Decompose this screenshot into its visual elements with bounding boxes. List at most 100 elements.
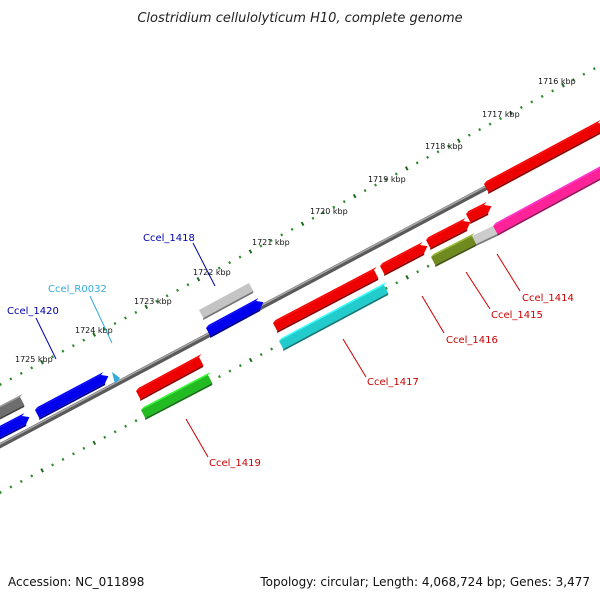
gene-label-ccel-1415[interactable]: Ccel_1415 [491, 310, 543, 321]
gene-ccel-1416b-block[interactable] [380, 242, 428, 276]
gene-ccel-1417-block-face [273, 270, 379, 331]
gene-labels: Ccel_1414 Ccel_1415 Ccel_1416 Ccel_1417 … [7, 233, 574, 469]
ruler-tick [415, 161, 419, 165]
gene-cyan-block[interactable] [279, 282, 389, 351]
gene-label-ccel-1417[interactable]: Ccel_1417 [367, 377, 419, 388]
ruler-tick [92, 332, 97, 337]
gene-olive-block-edge [435, 243, 477, 267]
ruler-tick [123, 316, 127, 320]
ruler-tick [113, 430, 117, 434]
kbp-label: 1725 kbp [15, 355, 53, 364]
ruler-tick [51, 463, 55, 467]
label-leaders [35, 242, 521, 458]
ruler-tick [61, 457, 65, 461]
leader-ccel-1419 [185, 418, 209, 458]
ruler-tick [519, 105, 523, 110]
gene-label-ccel-1414[interactable]: Ccel_1414 [522, 293, 574, 304]
gene-left-blue-block[interactable] [0, 413, 30, 440]
gene-ccel-1415-block-face [466, 205, 492, 222]
ruler-tick [134, 419, 138, 423]
ruler-tick [61, 349, 65, 353]
ruler-tick [499, 116, 502, 121]
kbp-label: 1722 kbp [193, 268, 231, 277]
gene-green-block-top [141, 372, 211, 410]
ruler-tick [311, 216, 315, 220]
ruler-tick [71, 344, 75, 348]
ruler-tick [134, 310, 138, 315]
ruler-tick [228, 261, 232, 265]
gene-grey-small-block[interactable] [472, 223, 498, 246]
gene-left-grey-block-face [0, 397, 25, 418]
ruler-tick [186, 283, 190, 287]
ruler-tick [478, 128, 482, 132]
gene-ccel-1418-grey-block[interactable] [199, 280, 254, 320]
kbp-label: 1718 kbp [425, 142, 463, 151]
gene-ccel-1416-block-top [426, 218, 466, 240]
gene-left-grey-block[interactable] [0, 394, 25, 420]
ruler-tick [395, 281, 399, 285]
ruler-tick [113, 321, 117, 326]
ruler-tick [0, 382, 2, 387]
gene-ccel-1414-block-edge [488, 132, 600, 194]
ruler-tick [155, 299, 159, 303]
gene-ccel-1419-block-face [136, 357, 204, 399]
kbp-label: 1720 kbp [310, 207, 348, 216]
gene-ccel-1418-grey-block-edge [203, 290, 254, 320]
gene-ccel-1420-block-face [35, 375, 109, 418]
ruler-tick [352, 193, 357, 199]
ruler-tick [551, 89, 555, 93]
ruler-tick [374, 183, 377, 187]
gene-ccel-1418-block[interactable] [206, 298, 264, 338]
ruler-tick [165, 294, 169, 298]
ruler-tick [9, 377, 13, 381]
gene-ccel-1414-block[interactable] [484, 120, 600, 194]
gene-ccel-1419-block[interactable] [136, 354, 204, 401]
gene-label-ccel-1419[interactable]: Ccel_1419 [209, 458, 261, 469]
gene-label-ccel-1416[interactable]: Ccel_1416 [446, 335, 498, 346]
ruler-tick [384, 177, 388, 182]
genome-summary-text: Topology: circular; Length: 4,068,724 bp… [259, 575, 590, 589]
gene-green-block[interactable] [141, 372, 213, 420]
map-title: Clostridium cellulolyticum H10, complete… [137, 11, 462, 26]
gene-ccel-1417-block-edge [277, 277, 379, 333]
gene-pink-block[interactable] [493, 165, 600, 236]
gene-cyan-block-face [279, 285, 389, 349]
ruler-tick [290, 227, 294, 231]
gene-grey-small-block-face [472, 226, 498, 244]
gene-left-grey-block-edge [0, 404, 25, 420]
gene-ccel-1414-block-face [484, 123, 600, 192]
leader-ccel-1415 [465, 271, 491, 310]
gene-olive-block[interactable] [431, 233, 477, 267]
ruler-tick [321, 211, 325, 215]
gene-ccel-1417-block-top [273, 267, 377, 323]
ruler-tick [509, 110, 513, 116]
ruler-tick [300, 221, 305, 227]
gene-ccel-1415-block[interactable] [466, 202, 492, 224]
gene-label-ccel-1420[interactable]: Ccel_1420 [7, 306, 59, 317]
ruler-tick [82, 446, 86, 450]
gene-ccel-1420-block[interactable] [35, 372, 109, 420]
gene-label-ccel-r0032[interactable]: Ccel_R0032 [48, 284, 107, 295]
ruler-tick [238, 363, 242, 368]
kbp-label: 1724 kbp [75, 326, 113, 335]
ruler-tick [259, 244, 263, 248]
gene-ccel-1417-block[interactable] [273, 267, 379, 333]
ruler-tick [82, 338, 86, 342]
gene-ccel-1418-block-top [206, 298, 259, 328]
ruler-tick [248, 357, 253, 363]
rna-marker [112, 372, 120, 384]
gene-ccel-1416-block-edge [430, 228, 468, 250]
leader-ccel-1418 [192, 242, 216, 287]
gene-ccel-1420-block-edge [39, 382, 106, 420]
gene-features [0, 120, 600, 440]
ruler-tick [19, 479, 23, 484]
ruler-tick [103, 435, 107, 439]
gene-ccel-1416-block[interactable] [426, 218, 471, 250]
gene-olive-block-top [431, 233, 475, 257]
gene-left-blue-block-face [0, 416, 30, 438]
ruler-tick [238, 255, 242, 259]
gene-left-blue-block-edge [0, 423, 27, 440]
gene-label-ccel-1418[interactable]: Ccel_1418 [143, 233, 195, 244]
gene-cyan-block-top [279, 282, 387, 341]
